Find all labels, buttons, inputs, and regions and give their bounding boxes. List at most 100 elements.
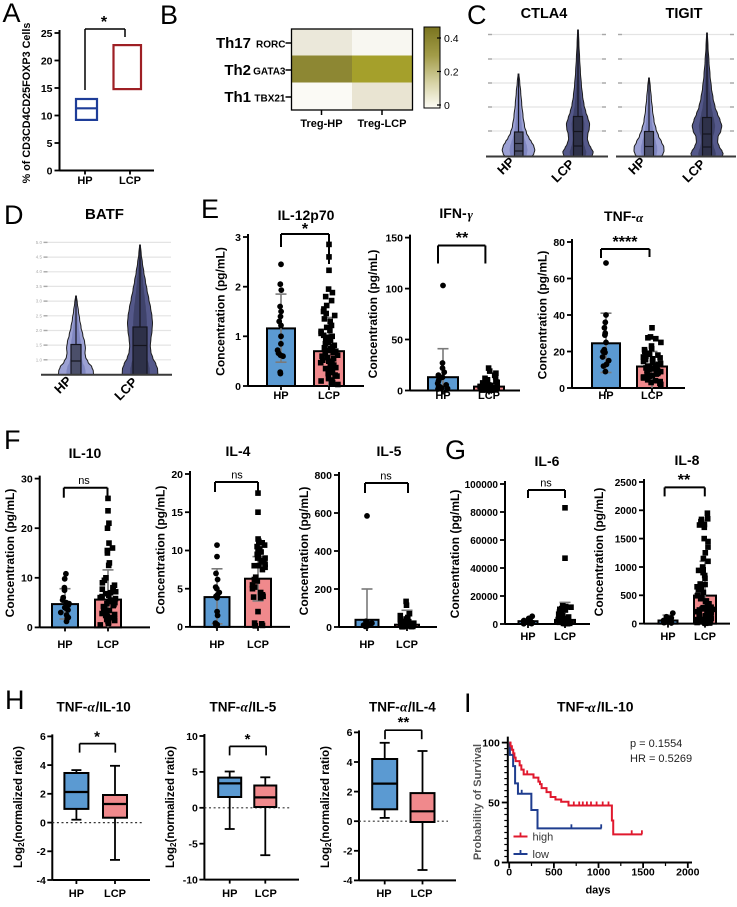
svg-text:100: 100 [482, 737, 500, 749]
svg-text:1: 1 [235, 331, 241, 343]
svg-text:3: 3 [235, 232, 241, 244]
svg-text:0: 0 [27, 622, 33, 634]
svg-text:LCP: LCP [548, 156, 577, 185]
svg-text:15: 15 [171, 507, 183, 519]
svg-text:**: ** [678, 472, 691, 489]
svg-text:LCP: LCP [104, 888, 126, 900]
svg-text:IL-10: IL-10 [69, 445, 102, 461]
svg-text:HP: HP [376, 888, 391, 900]
svg-text:10: 10 [21, 573, 33, 585]
svg-text:10: 10 [186, 731, 198, 743]
svg-text:15: 15 [41, 83, 53, 95]
svg-text:20000: 20000 [470, 592, 498, 603]
svg-text:5: 5 [192, 767, 198, 779]
svg-text:BATF: BATF [85, 206, 124, 223]
svg-text:high: high [533, 832, 554, 844]
svg-text:LCP: LCP [694, 631, 716, 643]
svg-text:1000: 1000 [615, 563, 638, 574]
svg-text:40000: 40000 [470, 564, 498, 575]
svg-text:6: 6 [347, 727, 353, 739]
svg-text:Probability of Survival: Probability of Survival [472, 744, 484, 860]
svg-text:LCP: LCP [255, 888, 277, 900]
svg-text:600: 600 [314, 508, 332, 520]
svg-text:CTLA4: CTLA4 [521, 6, 568, 22]
svg-text:500: 500 [620, 591, 637, 602]
svg-text:HP: HP [77, 175, 92, 187]
svg-text:Th17: Th17 [216, 35, 251, 52]
svg-text:2: 2 [347, 786, 353, 798]
svg-text:HP: HP [222, 888, 237, 900]
svg-text:0: 0 [347, 816, 353, 828]
svg-text:IFN-: IFN- [439, 205, 467, 221]
svg-text:Concentration (pg/mL): Concentration (pg/mL) [366, 250, 380, 379]
svg-text:0: 0 [40, 817, 46, 829]
svg-text:TNF-: TNF- [604, 208, 636, 224]
svg-text:-2: -2 [36, 846, 45, 858]
svg-text:3.5: 3.5 [36, 284, 43, 289]
svg-text:2.5: 2.5 [36, 313, 43, 318]
svg-text:*: * [94, 729, 100, 746]
svg-text:****: **** [613, 234, 639, 251]
svg-text:G: G [445, 435, 466, 465]
svg-text:-4: -4 [36, 875, 45, 887]
svg-text:Treg-LCP: Treg-LCP [358, 118, 407, 130]
svg-text:1000: 1000 [587, 867, 611, 879]
svg-text:E: E [201, 194, 219, 224]
svg-text:D: D [4, 200, 24, 230]
svg-text:6: 6 [40, 731, 46, 743]
svg-text:**: ** [398, 714, 410, 731]
svg-text:IL-6: IL-6 [535, 453, 560, 469]
svg-text:LCP: LCP [119, 175, 141, 187]
svg-text:α: α [636, 210, 644, 225]
svg-text:-10: -10 [183, 874, 198, 886]
svg-text:1.0: 1.0 [36, 357, 43, 362]
svg-text:TIGIT: TIGIT [665, 6, 702, 22]
svg-text:LCP: LCP [97, 639, 119, 651]
svg-text:TNF-: TNF- [57, 700, 88, 715]
svg-text:Concentration (pg/mL): Concentration (pg/mL) [154, 486, 168, 615]
svg-text:0.2: 0.2 [444, 66, 459, 78]
svg-text:HP: HP [435, 390, 450, 402]
svg-text:IL-12p70: IL-12p70 [278, 207, 335, 223]
svg-text:HR = 0.5269: HR = 0.5269 [630, 753, 692, 765]
svg-text:-5: -5 [189, 839, 198, 851]
svg-text:Log2(normalized ratio): Log2(normalized ratio) [13, 746, 26, 868]
svg-text:C: C [467, 0, 487, 30]
svg-text:Concentration (pg/mL): Concentration (pg/mL) [448, 490, 462, 619]
svg-text:A: A [3, 0, 21, 28]
svg-text:Log2(normalized ratio): Log2(normalized ratio) [165, 746, 178, 868]
svg-text:ns: ns [380, 471, 392, 483]
svg-text:TNF-: TNF- [210, 700, 241, 715]
svg-text:Concentration (pg/mL): Concentration (pg/mL) [536, 251, 550, 380]
svg-text:0: 0 [177, 622, 183, 634]
svg-text:500: 500 [545, 867, 563, 879]
svg-text:LCP: LCP [679, 156, 708, 185]
svg-text:IL-5: IL-5 [377, 443, 402, 459]
svg-text:0: 0 [444, 100, 450, 112]
svg-text:0: 0 [397, 385, 403, 397]
svg-text:/IL-4: /IL-4 [408, 700, 436, 715]
svg-text:Th2: Th2 [224, 62, 251, 79]
svg-text:400: 400 [314, 546, 332, 558]
svg-text:20: 20 [171, 469, 183, 481]
svg-text:0.4: 0.4 [444, 33, 459, 45]
svg-text:1.5: 1.5 [36, 343, 43, 348]
svg-text:TNF-: TNF- [369, 700, 400, 715]
svg-text:0: 0 [506, 867, 512, 879]
svg-text:40: 40 [553, 310, 565, 322]
svg-text:LCP: LCP [411, 888, 433, 900]
svg-text:0: 0 [326, 622, 332, 634]
svg-text:80: 80 [553, 237, 565, 249]
svg-text:0: 0 [631, 619, 637, 630]
svg-text:HP: HP [51, 373, 75, 397]
svg-text:20: 20 [553, 346, 565, 358]
svg-text:ns: ns [78, 475, 90, 487]
svg-text:HP: HP [273, 390, 288, 402]
svg-text:Log2(normalized ratio): Log2(normalized ratio) [320, 746, 333, 868]
svg-text:p = 0.1554: p = 0.1554 [630, 738, 682, 750]
svg-text:LCP: LCP [111, 374, 140, 403]
svg-text:ns: ns [231, 470, 243, 482]
svg-text:0: 0 [47, 165, 53, 177]
svg-text:Treg-HP: Treg-HP [300, 118, 342, 130]
svg-text:800: 800 [314, 470, 332, 482]
